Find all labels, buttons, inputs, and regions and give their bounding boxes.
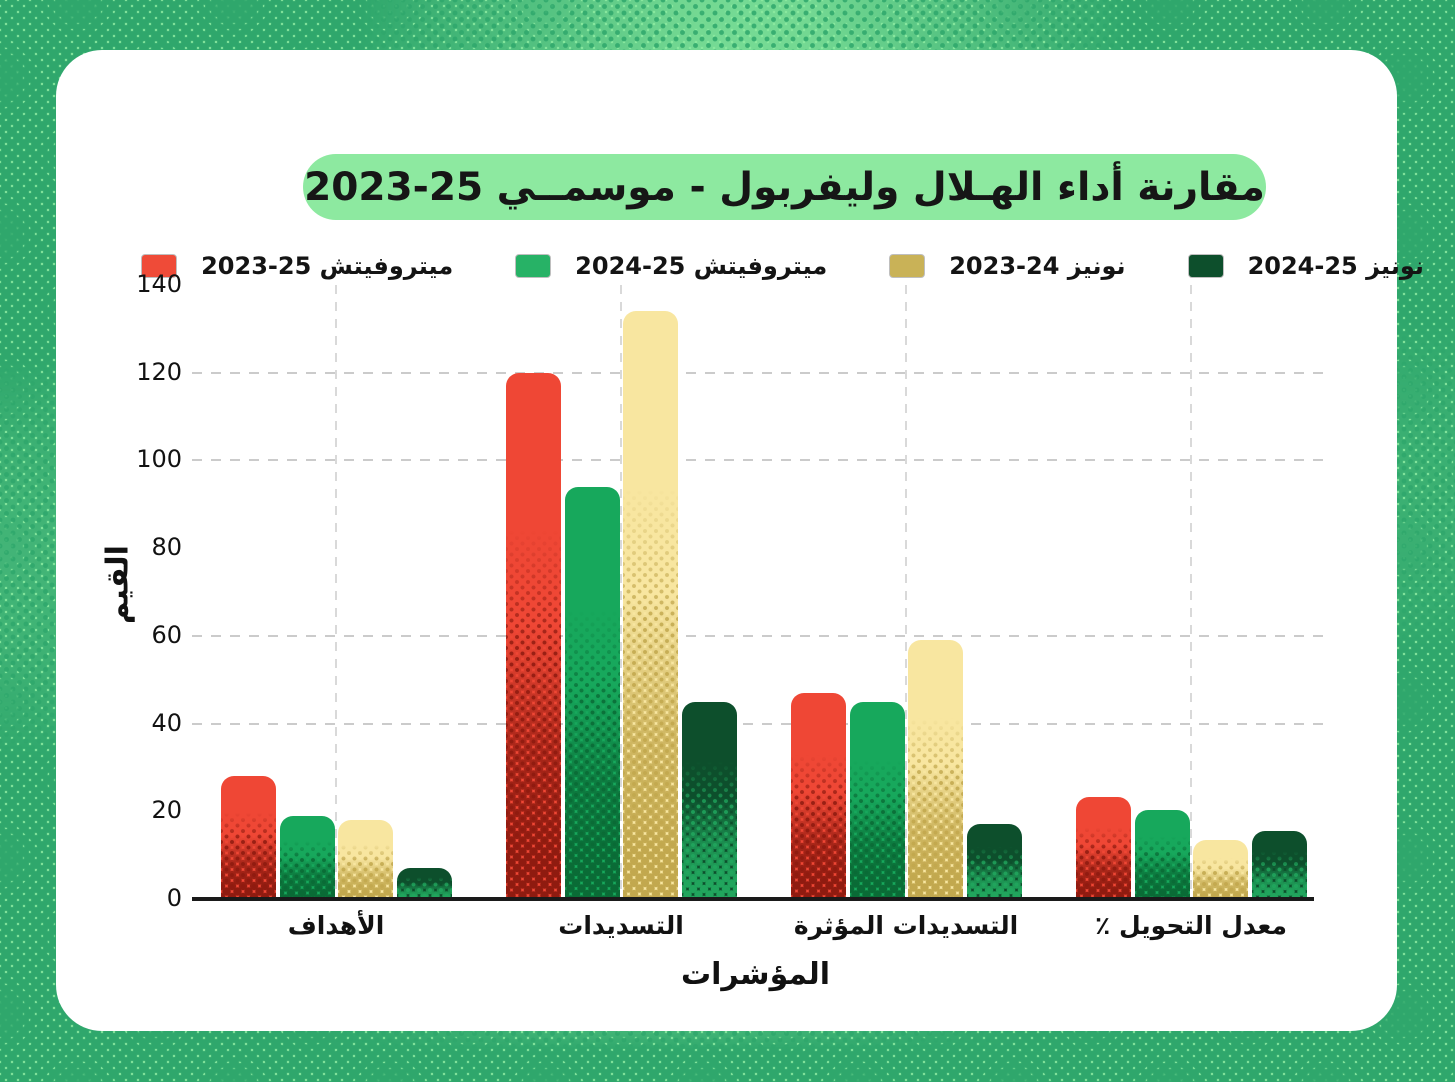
bar-cat3-series1: [1134, 810, 1190, 899]
x-tick-2: التسديدات المؤثرة: [793, 911, 1019, 940]
chart-legend: ميتروفيتش 25-2023 ميتروفيتش 25-2024 نونيز …: [112, 248, 1453, 284]
gridline-x-category-3: [1190, 285, 1192, 899]
bar-cat1-series2: [623, 311, 678, 899]
x-tick-0: الأهداف: [287, 911, 385, 940]
gridline-y-40: [192, 722, 1332, 725]
gridline-x-category-2: [905, 285, 907, 899]
legend-label-1: ميتروفيتش 25-2024: [575, 252, 828, 280]
legend-swatch-1: [515, 254, 552, 278]
x-tick-3: معدل التحويل ٪: [1095, 911, 1287, 940]
bar-cat0-series2: [338, 820, 393, 899]
gridline-y-60: [192, 634, 1332, 637]
x-axis-line: [192, 897, 1314, 901]
bar-cat1-series1: [564, 486, 620, 899]
bar-cat3-series3: [1251, 830, 1307, 899]
gridline-y-100: [192, 459, 1332, 462]
legend-swatch-3: [1187, 254, 1224, 278]
bar-cat2-series1: [849, 701, 905, 899]
legend-item-3: نونيز 25-2024: [1187, 252, 1424, 280]
gridline-x-category-1: [620, 285, 622, 899]
y-tick-0: 0: [166, 884, 182, 912]
bar-cat1-series0: [506, 372, 561, 899]
bar-cat3-series0: [1076, 796, 1131, 899]
bar-cat2-series3: [966, 824, 1022, 899]
legend-label-0: ميتروفيتش 25-2023: [201, 252, 454, 280]
title-pill: مقارنة أداء الهـلال وليفربول - موسمــي 2…: [303, 154, 1266, 220]
bar-cat2-series0: [791, 692, 846, 899]
bar-cat2-series2: [908, 640, 963, 899]
legend-item-2: نونيز 24-2023: [889, 252, 1126, 280]
legend-label-2: نونيز 24-2023: [949, 252, 1126, 280]
y-tick-60: 60: [151, 620, 182, 649]
y-tick-140: 140: [136, 270, 182, 298]
legend-item-0: ميتروفيتش 25-2023: [141, 252, 453, 280]
legend-item-1: ميتروفيتش 25-2024: [515, 252, 827, 280]
bar-cat0-series1: [279, 815, 335, 899]
page-title: مقارنة أداء الهـلال وليفربول - موسمــي 2…: [304, 164, 1265, 210]
legend-swatch-0: [141, 254, 178, 278]
y-tick-20: 20: [151, 796, 182, 825]
y-tick-80: 80: [151, 533, 182, 562]
bar-cat0-series3: [396, 868, 452, 899]
y-axis-title: القيم: [100, 545, 136, 624]
legend-swatch-2: [889, 254, 926, 278]
gridline-x-category-0: [335, 285, 337, 899]
y-tick-100: 100: [136, 445, 182, 474]
bar-cat3-series2: [1193, 840, 1248, 899]
x-tick-1: التسديدات: [558, 911, 684, 940]
y-tick-40: 40: [151, 708, 182, 737]
legend-label-3: نونيز 25-2024: [1247, 252, 1424, 280]
y-tick-120: 120: [136, 357, 182, 386]
bar-cat1-series3: [681, 701, 737, 899]
bar-chart-plot-area: المؤشرات القيم 0 20 40 60 80 100 120 140 الأهداف…: [101, 270, 1332, 992]
bar-cat0-series0: [221, 776, 276, 899]
gridline-y-120: [192, 371, 1332, 374]
x-axis-title: المؤشرات: [680, 957, 831, 992]
